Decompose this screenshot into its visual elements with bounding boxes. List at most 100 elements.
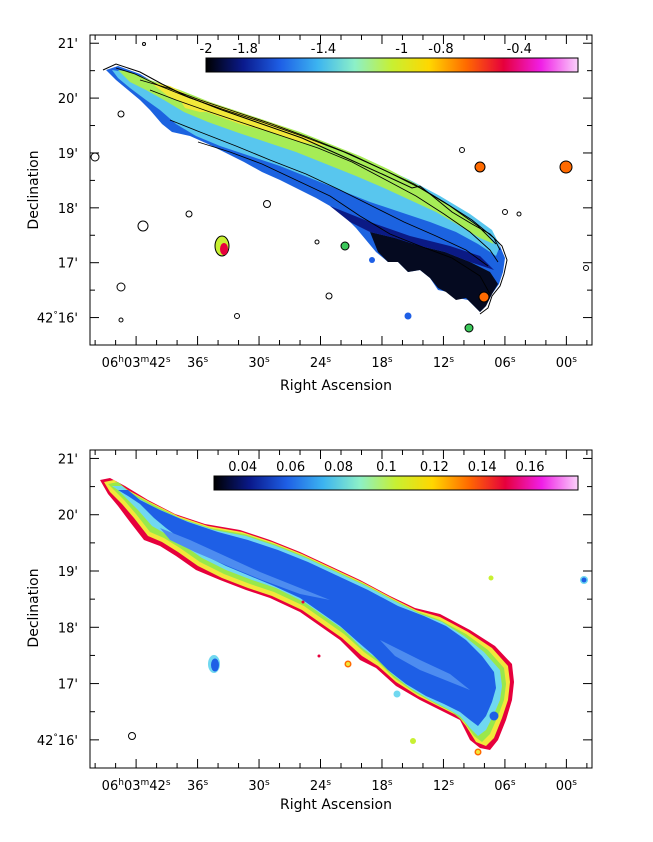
point-source — [583, 265, 589, 271]
x-tick-label: 12s — [433, 778, 455, 794]
y-tick-label: 42°16' — [37, 733, 78, 749]
contour-inner-4 — [169, 119, 489, 267]
tail-dark-region — [370, 232, 498, 312]
y-tick-label: 21' — [58, 37, 78, 52]
colorbar-tick-labels: 0.04 0.06 0.08 0.1 0.12 0.14 0.16 — [228, 460, 544, 475]
x-tick-label: 18s — [371, 355, 393, 371]
contour-inner-1 — [115, 67, 501, 251]
point-source — [314, 239, 320, 245]
point-sources — [90, 42, 589, 323]
colorbar-tick-label: 0.1 — [376, 460, 397, 475]
y-tick-label: 20' — [58, 92, 78, 107]
point-source — [488, 575, 494, 581]
x-tick-label: 06s — [494, 355, 516, 371]
x-tick-label: 36s — [187, 355, 209, 371]
y-tick-label: 42°16' — [37, 311, 78, 327]
colorbar-tick-label: -0.8 — [428, 42, 453, 57]
y-tick-label: 18' — [58, 202, 78, 217]
spectral-index-error-panel: 0.04 0.06 0.08 0.1 0.12 0.14 0.16 06h03m42s 36s… — [26, 449, 593, 813]
colorbar-tick-label: 0.16 — [516, 460, 545, 475]
point-source — [459, 147, 465, 153]
error-map-image — [100, 478, 588, 756]
point-source — [234, 313, 240, 319]
colorbar-tick-label: -0.4 — [507, 42, 532, 57]
point-source — [116, 282, 126, 292]
y-tick-label: 19' — [58, 565, 78, 580]
point-source — [476, 750, 480, 754]
point-source — [185, 210, 193, 218]
x-axis-label: Right Ascension — [280, 378, 392, 394]
x-tick-label: 00s — [556, 778, 578, 794]
point-source — [369, 257, 375, 263]
x-tick-label: 00s — [556, 355, 578, 371]
tail-blue-body — [118, 490, 496, 726]
axes: 06h03m42s 36s 30s 24s 18s 12s 06s 00s 21' 20' 19' 1… — [37, 35, 592, 371]
point-source — [263, 200, 271, 208]
point-source — [474, 161, 486, 173]
point-source — [346, 662, 350, 666]
x-tick-label: 18s — [371, 778, 393, 794]
error-point-sources — [128, 575, 588, 756]
y-tick-label: 20' — [58, 509, 78, 524]
colorbar-tick-label: 0.14 — [468, 460, 497, 475]
colorbar-tick-label: 0.04 — [228, 460, 257, 475]
x-tick-label: 30s — [248, 778, 270, 794]
axes: 06h03m42s 36s 30s 24s 18s 12s 06s 00s 21' 20' 19' 1… — [37, 450, 592, 794]
point-source — [410, 738, 416, 744]
point-source — [142, 42, 146, 46]
x-tick-label: 24s — [310, 355, 332, 371]
colorbar — [205, 57, 579, 73]
point-source — [220, 243, 228, 255]
colorbar-tick-label: 0.12 — [420, 460, 449, 475]
spectral-index-image — [90, 42, 589, 333]
point-source — [317, 654, 321, 658]
x-tick-label: 06h03m42s — [102, 778, 171, 794]
tail-navy-region — [330, 206, 494, 270]
x-tick-label: 36s — [187, 778, 209, 794]
y-axis-label: Declination — [26, 568, 42, 647]
point-source — [128, 732, 136, 740]
tail-lighter-blue-streak — [160, 528, 330, 600]
x-tick-label: 06h03m42s — [102, 355, 171, 371]
colorbar-tick-label: -1.8 — [232, 42, 257, 57]
y-tick-label: 18' — [58, 621, 78, 636]
y-axis-label: Declination — [26, 150, 42, 229]
colorbar — [213, 475, 579, 491]
x-axis-label: Right Ascension — [280, 797, 392, 813]
x-tick-label: 06s — [494, 778, 516, 794]
contour-inner-5 — [197, 141, 491, 295]
colorbar-tick-label: 0.08 — [324, 460, 353, 475]
point-source — [340, 241, 350, 251]
tail-yellow-core-2 — [180, 100, 215, 112]
colorbar-tick-labels: -2 -1.8 -1.4 -1 -0.8 -0.4 — [200, 42, 532, 57]
point-source — [118, 317, 124, 323]
colored-sources — [214, 160, 573, 333]
y-tick-label: 21' — [58, 452, 78, 467]
y-tick-label: 17' — [58, 678, 78, 693]
x-tick-label: 24s — [310, 778, 332, 794]
point-source — [137, 220, 149, 232]
contour-inner-2 — [139, 79, 497, 245]
tail-lighter-blue-streak-2 — [380, 640, 470, 690]
point-source — [581, 577, 587, 583]
point-source — [404, 312, 412, 320]
contour-inner-3 — [149, 89, 499, 263]
point-source — [325, 292, 333, 300]
colorbar-tick-label: -1.4 — [311, 42, 336, 57]
point-source — [211, 658, 219, 672]
point-source — [464, 323, 474, 333]
y-tick-label: 19' — [58, 147, 78, 162]
point-source — [301, 600, 305, 604]
colorbar-tick-label: -2 — [200, 42, 213, 57]
point-source — [502, 209, 508, 215]
x-tick-label: 30s — [248, 355, 270, 371]
spectral-index-panel: -2 -1.8 -1.4 -1 -0.8 -0.4 06h03m42s 36s 30s 24s 1… — [26, 34, 593, 394]
point-source — [489, 711, 499, 721]
y-tick-label: 17' — [58, 257, 78, 272]
colorbar-tick-label: 0.06 — [276, 460, 305, 475]
point-source — [516, 211, 522, 217]
point-source — [117, 110, 125, 118]
point-source — [393, 690, 401, 698]
colorbar-tick-label: -1 — [395, 42, 408, 57]
